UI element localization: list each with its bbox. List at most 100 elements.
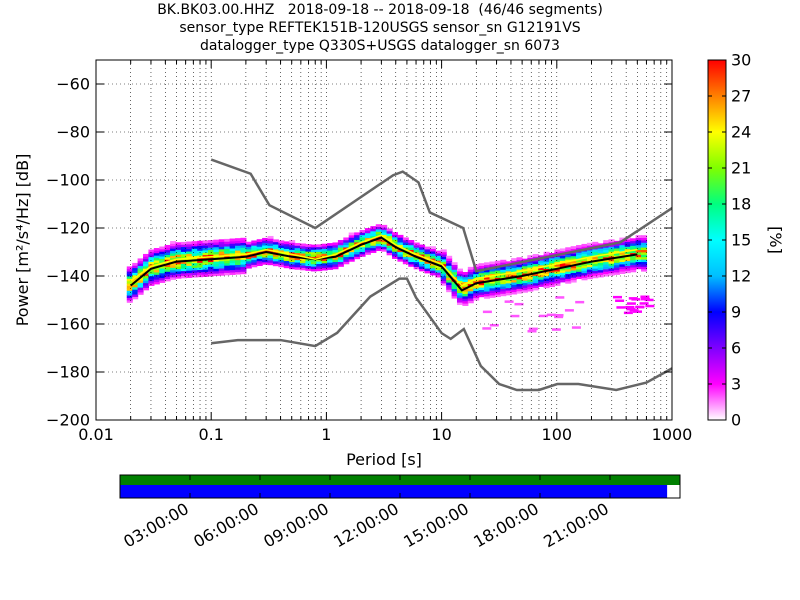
heatmap-cell: [245, 248, 252, 252]
heatmap-cell: [494, 263, 501, 266]
heatmap-cell: [240, 261, 247, 265]
heatmap-cell: [289, 266, 296, 270]
heatmap-cell: [467, 271, 474, 275]
heatmap-cell: [467, 293, 474, 297]
heatmap-cell: [294, 245, 301, 249]
heatmap-cell: [392, 246, 399, 250]
heatmap-cell: [630, 259, 637, 263]
heatmap-cell: [354, 241, 361, 245]
heatmap-cell: [164, 254, 171, 258]
heatmap-cell: [175, 268, 182, 272]
heatmap-cell: [624, 267, 631, 271]
heatmap-cell: [554, 283, 561, 286]
heatmap-cell: [235, 259, 242, 263]
heatmap-cell: [554, 249, 561, 253]
heatmap-cell: [202, 259, 209, 263]
heatmap-cell: [170, 265, 177, 268]
heatmap-cell: [581, 277, 588, 281]
heatmap-cell: [608, 246, 615, 250]
heatmap-cell: [175, 261, 182, 265]
heatmap-cell: [202, 250, 209, 253]
heatmap-cell: [126, 266, 133, 270]
heatmap-cell: [148, 280, 155, 284]
heatmap-cell: [278, 252, 285, 256]
heatmap-cell: [478, 282, 485, 286]
heatmap-cell: [256, 256, 263, 259]
heatmap-cell: [224, 238, 231, 242]
y-tick-label: −200: [46, 411, 90, 430]
heatmap-cell: [467, 298, 474, 301]
heatmap-cell: [467, 288, 474, 292]
heatmap-cell: [143, 265, 150, 269]
heatmap-cell: [197, 271, 204, 275]
heatmap-cell: [576, 271, 583, 275]
heatmap-cell: [554, 259, 561, 262]
heatmap-cell: [224, 241, 231, 245]
heatmap-cell: [511, 277, 518, 281]
heatmap-cell: [435, 253, 442, 256]
heatmap-cell: [440, 278, 447, 281]
heatmap-cell: [489, 263, 496, 267]
heatmap-cell: [408, 264, 415, 267]
heatmap-cell: [170, 269, 177, 273]
heatmap-cell: [294, 254, 301, 258]
heatmap-cell: [429, 253, 436, 257]
heatmap-cell: [635, 256, 642, 260]
colorbar-tick-label: 15: [731, 231, 751, 250]
heatmap-cell: [419, 263, 426, 267]
heatmap-cell: [456, 297, 463, 301]
heatmap-cell: [300, 267, 307, 271]
heatmap-cell: [202, 262, 209, 265]
heatmap-cell: [538, 260, 545, 263]
heatmap-cell: [305, 253, 312, 257]
heatmap-cell: [229, 272, 236, 275]
heatmap-cell: [494, 287, 501, 290]
heatmap-cell: [175, 242, 182, 246]
heatmap-cell: [429, 263, 436, 266]
heatmap-cell: [408, 259, 415, 262]
heatmap-cell: [354, 251, 361, 255]
heatmap-cell: [170, 250, 177, 254]
heatmap-cell: [327, 264, 334, 268]
heatmap-cell: [218, 251, 225, 255]
heatmap-cell: [532, 268, 539, 272]
heatmap-cell: [327, 259, 334, 263]
heatmap-cell: [489, 275, 496, 279]
heatmap-cell: [511, 272, 518, 276]
heatmap-cell: [392, 236, 399, 240]
heatmap-cell: [532, 275, 539, 279]
heatmap-cell: [484, 262, 491, 266]
heatmap-cell: [630, 269, 637, 273]
heatmap-cell: [413, 254, 420, 258]
heatmap-cell: [543, 263, 550, 267]
heatmap-cell: [597, 260, 604, 263]
heatmap-cell: [538, 279, 545, 283]
heatmap-cell: [375, 238, 382, 242]
heatmap-cell: [294, 242, 301, 246]
heatmap-cell: [419, 249, 426, 253]
heatmap-cell: [240, 252, 247, 255]
heatmap-cell: [435, 262, 442, 266]
heatmap-cell: [180, 241, 187, 245]
heatmap-cell: [321, 265, 328, 269]
heatmap-cell: [451, 262, 458, 265]
heatmap-cell: [245, 241, 252, 245]
coverage-tick-label: 21:00:00: [540, 499, 612, 551]
heatmap-cell: [170, 272, 177, 276]
heatmap-cell: [521, 280, 528, 284]
heatmap-cell: [229, 238, 236, 242]
heatmap-cell: [467, 269, 474, 273]
heatmap-cell: [202, 254, 209, 258]
heatmap-cell: [592, 273, 599, 276]
heatmap-cell: [316, 246, 323, 250]
heatmap-cell: [619, 247, 626, 250]
heatmap-cell: [613, 272, 620, 275]
heatmap-cell: [424, 270, 431, 274]
heatmap-cell: [392, 234, 399, 238]
x-tick-label: 0.1: [198, 425, 223, 444]
heatmap-cell: [419, 254, 426, 257]
heatmap-cell: [603, 273, 610, 277]
heatmap-cell: [532, 261, 539, 265]
heatmap-cell: [245, 263, 252, 267]
coverage-tick-label: 06:00:00: [190, 499, 262, 551]
